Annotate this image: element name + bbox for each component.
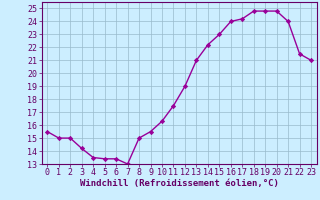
X-axis label: Windchill (Refroidissement éolien,°C): Windchill (Refroidissement éolien,°C) — [80, 179, 279, 188]
